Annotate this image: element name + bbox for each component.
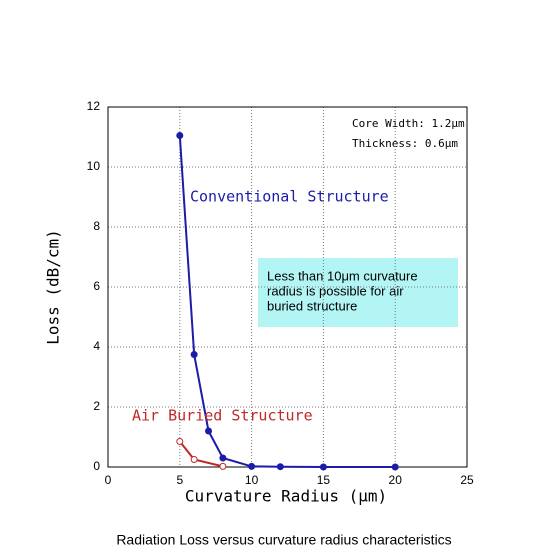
note-line: radius is possible for air	[267, 283, 404, 298]
series-label: Conventional Structure	[190, 188, 389, 206]
data-point	[190, 351, 198, 358]
x-axis-label: Curvature Radius (μm)	[185, 487, 387, 506]
series-label: Air Buried Structure	[132, 407, 313, 425]
y-tick-label: 4	[93, 339, 100, 353]
x-tick-label: 15	[317, 473, 331, 487]
annotation: Thickness: 0.6μm	[352, 137, 458, 150]
data-point	[190, 456, 198, 463]
y-tick-label: 2	[93, 399, 100, 413]
x-tick-label: 0	[105, 473, 112, 487]
x-tick-label: 25	[460, 473, 474, 487]
data-point	[219, 462, 227, 470]
data-point	[391, 463, 399, 471]
note-line: Less than 10μm curvature	[267, 268, 418, 283]
y-tick-label: 8	[93, 219, 100, 233]
y-tick-label: 0	[93, 459, 100, 473]
y-tick-label: 6	[93, 279, 100, 293]
x-tick-label: 20	[389, 473, 403, 487]
note-box	[258, 258, 458, 327]
x-tick-label: 10	[245, 473, 259, 487]
y-axis-label: Loss (dB/cm)	[44, 229, 63, 345]
note-line: buried structure	[267, 298, 357, 313]
data-point	[176, 132, 184, 139]
data-point	[176, 438, 184, 445]
data-point	[219, 454, 227, 462]
y-tick-label: 12	[87, 99, 101, 113]
data-point	[319, 463, 327, 471]
x-tick-label: 5	[176, 473, 183, 487]
series-line	[178, 135, 396, 468]
annotation: Core Width: 1.2μm	[352, 117, 465, 130]
data-point	[205, 427, 213, 435]
caption: Radiation Loss versus curvature radius c…	[116, 532, 451, 547]
data-point	[248, 462, 256, 470]
y-tick-label: 10	[87, 159, 101, 173]
data-point	[276, 463, 284, 471]
